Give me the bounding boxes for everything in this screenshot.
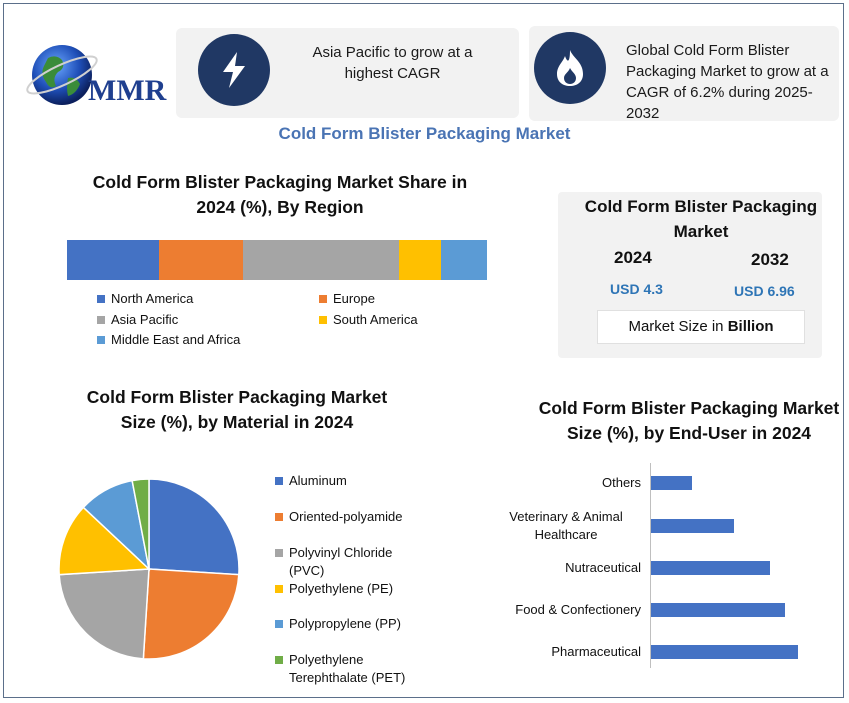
region-bar-segment <box>243 240 399 280</box>
legend-swatch <box>97 315 105 324</box>
value-2024: USD 4.3 <box>610 281 663 297</box>
legend-item: Polypropylene (PP) <box>275 615 424 633</box>
legend-label: Oriented-polyamide <box>289 509 403 524</box>
market-size-label: Market Size in <box>628 318 724 335</box>
legend-swatch <box>275 656 283 664</box>
material-chart-title: Cold Form Blister Packaging Market Size … <box>86 387 388 432</box>
legend-label: Polyethylene (PE) <box>289 581 394 596</box>
enduser-chart-title: Cold Form Blister Packaging Market Size … <box>538 398 840 443</box>
legend-item: Middle East and Africa <box>97 332 240 347</box>
bar <box>651 561 770 575</box>
tick-label: Pharmaceutical <box>551 644 641 659</box>
bar <box>651 476 693 490</box>
region-bar-segment <box>67 240 160 280</box>
legend-item: Oriented-polyamide <box>275 508 424 526</box>
tick-label: Others <box>601 475 641 490</box>
region-bar-segment <box>159 240 244 280</box>
legend-swatch <box>275 620 283 628</box>
material-pie-chart <box>58 478 240 660</box>
value-2032: USD 6.96 <box>734 283 795 299</box>
legend-item: Aluminum <box>275 472 424 490</box>
bar <box>651 603 786 617</box>
legend-swatch <box>275 513 283 521</box>
legend-item: Europe <box>319 291 375 306</box>
pie-slice <box>131 478 150 570</box>
legend-label: Middle East and Africa <box>111 332 241 347</box>
tick-label: Veterinary & Animal Healthcare <box>509 509 623 542</box>
region-bar-segment <box>440 240 487 280</box>
tick-label: Nutraceutical <box>565 560 641 575</box>
region-bar-segment <box>398 240 441 280</box>
legend-label: Polyethylene Terephthalate (PET) <box>289 652 406 685</box>
legend-label: Europe <box>333 291 375 306</box>
logo-text: MMR <box>88 74 167 107</box>
legend-item: Polyethylene Terephthalate (PET) <box>275 651 424 687</box>
market-value-title: Cold Form Blister Packaging Market <box>584 197 818 241</box>
mmr-logo: MMR <box>22 38 166 112</box>
legend-swatch <box>275 585 283 593</box>
legend-item: Asia Pacific <box>97 312 178 327</box>
globe-icon <box>26 45 98 105</box>
year-2032-label: 2032 <box>751 250 789 269</box>
legend-item: Polyvinyl Chloride (PVC) <box>275 544 424 580</box>
legend-label: South America <box>333 312 418 327</box>
region-chart-title: Cold Form Blister Packaging Market Share… <box>92 172 468 217</box>
legend-swatch <box>275 477 283 485</box>
legend-item: Polyethylene (PE) <box>275 580 424 598</box>
legend-swatch <box>319 294 327 303</box>
bar <box>651 645 799 659</box>
legend-item: North America <box>97 291 193 306</box>
legend-swatch <box>275 549 283 557</box>
legend-swatch <box>319 315 327 324</box>
legend-label: Polyvinyl Chloride (PVC) <box>289 545 393 578</box>
pie-slice <box>142 568 240 660</box>
highlight-text-cagr: Global Cold Form Blister Packaging Marke… <box>626 42 829 122</box>
market-size-box: Market Size in Billion <box>597 310 805 344</box>
highlight-text-asia: Asia Pacific to grow at a highest CAGR <box>312 44 473 82</box>
legend-swatch <box>97 294 105 303</box>
pie-slice <box>58 506 151 576</box>
legend-label: Asia Pacific <box>111 312 179 327</box>
y-axis-line <box>650 463 651 668</box>
pie-slice <box>58 568 150 660</box>
legend-label: Polypropylene (PP) <box>289 616 401 631</box>
flame-icon <box>534 32 606 104</box>
legend-item: South America <box>319 312 418 327</box>
tick-label: Food & Confectionery <box>515 602 641 617</box>
legend-swatch <box>97 335 105 344</box>
legend-label: Aluminum <box>289 473 347 488</box>
market-value-box: Cold Form Blister Packaging Market 2024 … <box>558 192 822 358</box>
year-2024-label: 2024 <box>614 248 652 267</box>
infographic-frame <box>3 3 844 698</box>
bar <box>651 519 734 533</box>
page-title: Cold Form Blister Packaging Market <box>278 124 571 143</box>
legend-label: North America <box>111 291 194 306</box>
region-stacked-bar <box>67 240 487 280</box>
pie-slice <box>148 478 240 576</box>
market-size-unit: Billion <box>727 318 774 335</box>
lightning-icon <box>198 34 270 106</box>
